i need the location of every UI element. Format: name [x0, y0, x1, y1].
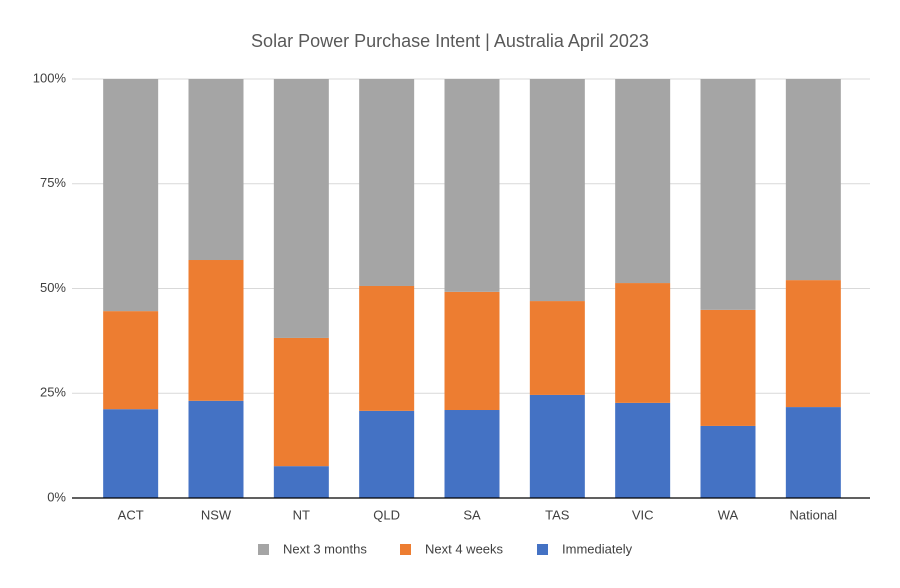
x-tick-label: VIC: [632, 507, 654, 522]
bar-segment: [103, 311, 159, 410]
x-tick-label: National: [789, 507, 837, 522]
bar-segment: [615, 283, 671, 403]
bar-segment: [103, 79, 159, 312]
bar-segment: [359, 410, 415, 498]
bar-segment: [188, 79, 244, 261]
legend-swatch: [537, 544, 548, 555]
bar-segment: [785, 407, 841, 498]
legend-label: Immediately: [562, 541, 633, 556]
bar-segment: [103, 409, 159, 498]
legend-swatch: [258, 544, 269, 555]
x-tick-label: NT: [293, 507, 310, 522]
bar-segment: [188, 260, 244, 401]
x-tick-label: SA: [463, 507, 481, 522]
bar-segment: [529, 301, 585, 395]
y-tick-label: 50%: [40, 280, 66, 295]
bar-segment: [785, 280, 841, 408]
y-tick-label: 25%: [40, 385, 66, 400]
bar-segment: [615, 79, 671, 284]
bar-segment: [529, 394, 585, 498]
chart-title: Solar Power Purchase Intent | Australia …: [251, 31, 649, 51]
bar-segment: [359, 285, 415, 411]
bar-segment: [529, 79, 585, 302]
bar-segment: [273, 466, 329, 498]
bar-segment: [273, 79, 329, 338]
y-tick-label: 0%: [47, 489, 66, 504]
bar-segment: [273, 337, 329, 467]
bar-segment: [444, 291, 500, 411]
y-tick-label: 75%: [40, 175, 66, 190]
x-tick-label: ACT: [118, 507, 144, 522]
legend-label: Next 3 months: [283, 541, 367, 556]
x-tick-label: WA: [718, 507, 739, 522]
x-tick-label: QLD: [373, 507, 400, 522]
y-tick-label: 100%: [33, 70, 67, 85]
bar-segment: [188, 400, 244, 498]
legend-label: Next 4 weeks: [425, 541, 504, 556]
bar-segment: [700, 79, 756, 310]
x-tick-label: TAS: [545, 507, 570, 522]
bar-segment: [615, 402, 671, 498]
bar-segment: [785, 79, 841, 281]
bar-segment: [700, 425, 756, 498]
legend-swatch: [400, 544, 411, 555]
x-tick-label: NSW: [201, 507, 232, 522]
bar-segment: [700, 309, 756, 426]
bar-segment: [444, 410, 500, 498]
bar-segment: [359, 79, 415, 286]
bar-segment: [444, 79, 500, 292]
